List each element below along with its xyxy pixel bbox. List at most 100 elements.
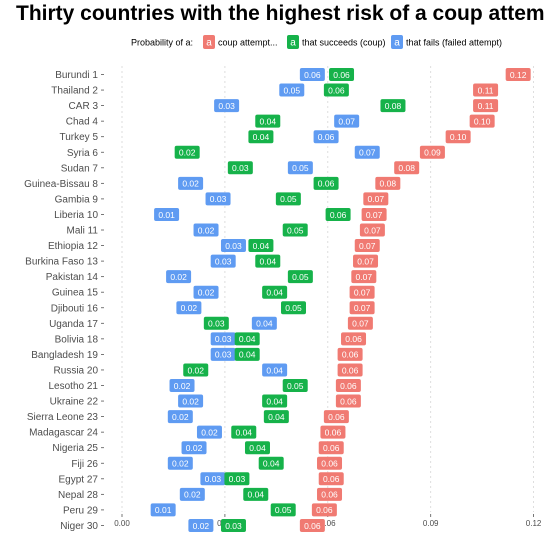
value-label-success: 0.03 — [232, 163, 249, 173]
value-box-attempt — [505, 68, 531, 81]
value-box-success — [275, 192, 301, 206]
value-label-attempt: 0.09 — [424, 148, 441, 158]
y-tick-label: Pakistan 14 — [46, 272, 99, 283]
value-box-fail — [196, 425, 222, 439]
value-box-success — [255, 254, 281, 268]
value-box-attempt — [347, 316, 373, 330]
value-label-fail: 0.02 — [181, 303, 198, 313]
value-box-fail — [188, 518, 214, 532]
y-tick-label: Burkina Faso 13 — [25, 257, 98, 268]
value-label-attempt: 0.11 — [478, 101, 494, 111]
value-box-success — [224, 472, 250, 486]
y-tick-label: Uganda 17 — [49, 319, 98, 330]
value-box-fail — [166, 270, 192, 284]
y-tick-label: Thailand 2 — [51, 86, 98, 97]
value-box-success — [231, 425, 257, 439]
value-label-fail: 0.02 — [198, 288, 215, 298]
value-label-fail: 0.01 — [155, 505, 172, 515]
value-label-fail: 0.04 — [266, 365, 283, 375]
value-label-success: 0.03 — [225, 521, 242, 531]
value-box-attempt — [320, 425, 346, 439]
value-box-fail — [178, 176, 204, 190]
y-tick-label: Fiji 26 — [71, 459, 98, 470]
value-box-fail — [279, 83, 305, 97]
value-box-attempt — [318, 472, 344, 486]
value-box-fail — [178, 394, 204, 408]
value-box-attempt — [419, 145, 445, 159]
value-label-success: 0.03 — [229, 474, 246, 484]
legend-label-attempt: coup attempt... — [218, 38, 278, 48]
value-label-fail: 0.02 — [186, 443, 203, 453]
y-tick-label: Ukraine 22 — [50, 397, 99, 408]
value-box-attempt — [375, 176, 401, 190]
value-label-success: 0.05 — [280, 194, 297, 204]
y-tick-label: Niger 30 — [60, 521, 98, 532]
value-box-fail — [200, 472, 226, 486]
value-label-attempt: 0.06 — [328, 412, 345, 422]
value-label-success: 0.04 — [239, 334, 256, 344]
legend-label-success: that succeeds (coup) — [302, 38, 386, 48]
x-tick-label: 0.06 — [320, 519, 336, 528]
value-box-fail — [262, 363, 288, 377]
value-box-attempt — [361, 207, 387, 221]
value-box-success — [174, 145, 200, 159]
value-box-fail — [205, 192, 231, 206]
value-box-attempt — [318, 441, 344, 455]
chart-title: Thirty countries with the highest risk o… — [16, 2, 545, 25]
value-label-attempt: 0.06 — [304, 521, 321, 531]
value-box-attempt — [335, 379, 361, 392]
value-label-success: 0.03 — [208, 319, 225, 329]
y-tick-label: Mali 11 — [67, 226, 99, 237]
value-label-attempt: 0.10 — [450, 132, 467, 142]
value-box-fail — [313, 130, 339, 144]
legend-key-glyph: a — [206, 38, 212, 49]
value-label-fail: 0.03 — [205, 474, 222, 484]
value-box-fail — [214, 99, 240, 113]
value-label-attempt: 0.07 — [359, 241, 376, 251]
value-label-fail: 0.02 — [198, 225, 215, 235]
value-box-attempt — [337, 363, 363, 377]
value-box-attempt — [349, 301, 375, 315]
value-label-attempt: 0.06 — [321, 459, 338, 469]
value-label-success: 0.08 — [385, 101, 402, 111]
value-label-success: 0.05 — [275, 505, 292, 515]
value-box-fail — [251, 316, 277, 330]
value-box-attempt — [337, 347, 363, 361]
value-box-fail — [169, 379, 195, 392]
value-box-success — [220, 518, 246, 532]
value-box-fail — [154, 207, 180, 221]
value-box-success — [248, 239, 274, 253]
value-label-success: 0.04 — [253, 132, 270, 142]
value-label-fail: 0.07 — [338, 116, 355, 126]
legend-key-glyph: a — [290, 38, 296, 49]
value-box-attempt — [353, 254, 379, 268]
value-box-fail — [167, 410, 193, 424]
value-label-fail: 0.02 — [182, 179, 199, 189]
value-label-attempt: 0.10 — [474, 116, 491, 126]
value-box-success — [203, 316, 229, 330]
y-tick-label: Peru 29 — [63, 505, 98, 516]
value-label-attempt: 0.06 — [325, 427, 342, 437]
value-label-success: 0.06 — [318, 179, 335, 189]
y-tick-label: Sierra Leone 23 — [27, 412, 99, 423]
value-box-success — [262, 285, 288, 299]
y-tick-label: Bangladesh 19 — [31, 350, 98, 361]
legend-key-attempt — [203, 35, 215, 49]
value-box-fail — [193, 285, 219, 299]
value-label-attempt: 0.12 — [510, 70, 527, 80]
value-label-fail: 0.03 — [210, 194, 227, 204]
value-label-fail: 0.02 — [193, 521, 210, 531]
y-tick-label: Gambia 9 — [55, 194, 99, 205]
value-label-attempt: 0.06 — [345, 334, 362, 344]
value-box-attempt — [473, 99, 499, 113]
value-box-success — [248, 130, 274, 144]
value-label-attempt: 0.07 — [366, 210, 383, 220]
value-box-attempt — [317, 456, 343, 470]
value-label-fail: 0.02 — [172, 459, 189, 469]
value-label-success: 0.06 — [328, 85, 345, 95]
value-box-attempt — [299, 518, 325, 532]
value-box-attempt — [351, 270, 377, 284]
y-tick-label: Turkey 5 — [59, 132, 98, 143]
legend-key-success — [287, 35, 299, 49]
